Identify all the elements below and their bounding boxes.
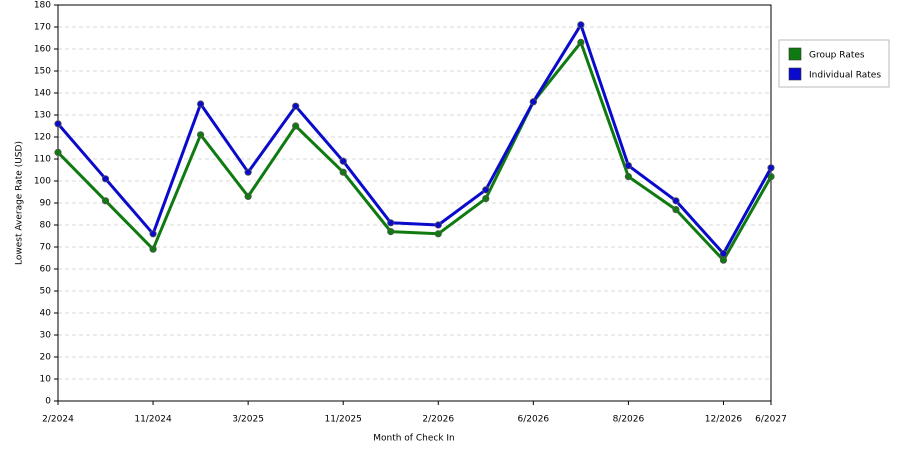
y-tick-label: 90 [40,199,52,209]
data-point [244,168,252,176]
x-tick-label: 11/2025 [325,415,362,425]
data-point [719,250,728,258]
x-tick-label: 2/2024 [42,415,74,425]
data-point [434,230,442,238]
y-tick-label: 150 [34,67,51,77]
data-point [672,197,680,205]
y-tick-label: 70 [40,243,52,253]
x-tick-label: 12/2026 [705,415,743,425]
y-tick-label: 40 [40,309,52,319]
data-point [719,256,728,264]
data-point [197,131,205,139]
y-tick-label: 100 [34,177,51,187]
x-tick-label: 3/2025 [232,415,264,425]
data-point [244,192,252,200]
data-point [624,173,633,181]
y-tick-label: 180 [34,1,51,11]
y-tick-label: 30 [40,331,52,341]
data-point [767,164,775,172]
y-tick-label: 0 [45,397,51,407]
series-line [56,40,773,262]
data-point [292,122,300,130]
data-point [577,21,585,29]
data-point [54,120,62,128]
data-point [339,168,347,176]
legend-label: Group Rates [809,51,865,61]
y-axis-label: Lowest Average Rate (USD) [15,141,25,265]
plot-area [58,5,771,401]
y-tick-label: 170 [34,23,51,33]
y-tick-label: 140 [34,89,51,99]
data-point [482,186,490,194]
plot-border [57,4,772,402]
data-point [149,245,157,253]
x-tick-label: 8/2026 [613,415,645,425]
x-tick-label: 6/2026 [517,415,549,425]
data-point [387,219,395,227]
data-point [672,206,680,214]
y-tick-label: 160 [34,45,51,55]
data-point [197,100,205,108]
data-point [54,148,62,156]
data-point [577,38,585,47]
data-point [149,230,157,238]
legend-swatch [788,67,802,81]
data-point [339,157,347,165]
data-point [101,175,110,183]
data-point [387,228,395,236]
data-point [482,195,490,203]
x-tick-label: 11/2024 [134,415,172,425]
x-tick-label: 2/2026 [422,415,454,425]
y-tick-label: 120 [34,133,51,143]
data-point [101,197,110,205]
y-tick-label: 60 [40,265,52,275]
y-tick-label: 50 [40,287,52,297]
data-point [529,98,537,106]
data-point [434,221,442,229]
data-point [624,162,633,170]
y-tick-label: 110 [34,155,51,165]
data-point [292,102,300,110]
legend-label: Individual Rates [809,71,881,81]
y-tick-label: 130 [34,111,51,121]
x-tick-label: 6/2027 [755,415,787,425]
y-tick-label: 10 [40,375,52,385]
x-axis-label: Month of Check In [373,434,455,444]
y-tick-label: 20 [40,353,52,363]
y-tick-label: 80 [40,221,52,231]
series-line [56,23,773,256]
legend-swatch [788,47,802,61]
